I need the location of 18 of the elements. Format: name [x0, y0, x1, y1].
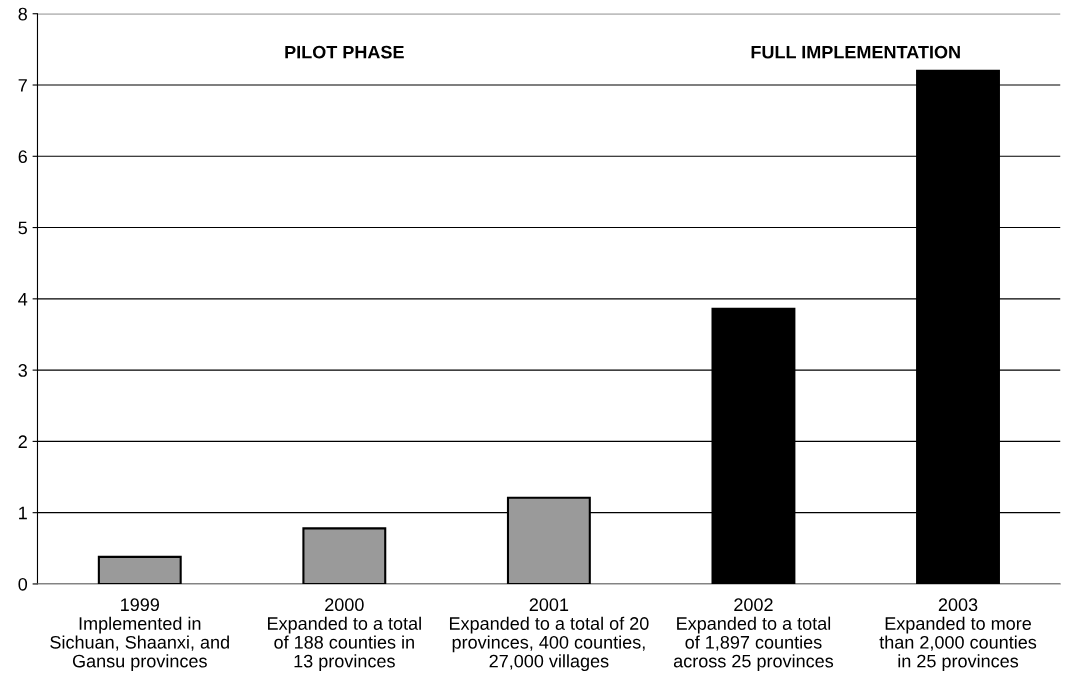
- y-tick-label: 8: [18, 7, 27, 21]
- x-tick-label: 1999 Implemented in Sichuan, Shaanxi, and Gansu provinces: [50, 598, 229, 672]
- bar: [97, 555, 182, 584]
- annotation: PILOT PHASE: [285, 45, 404, 59]
- y-tick-label: 1: [19, 506, 27, 520]
- y-tick-label: 0: [18, 577, 28, 591]
- y-tick-label: 2: [18, 435, 27, 448]
- y-tick-label: 5: [18, 221, 28, 235]
- bar: [302, 527, 387, 584]
- x-tick-label: 2000 Expanded to a total of 188 counties in 13 provinces: [268, 598, 421, 672]
- x-tick-label: 2003 Expanded to more than 2,000 counties in 25 provinces: [879, 598, 1037, 672]
- y-tick-label: 3: [18, 364, 27, 377]
- annotation: FULL IMPLEMENTATION: [751, 45, 960, 59]
- y-tick-label: 6: [18, 150, 27, 164]
- y-tick-label: 4: [18, 292, 28, 306]
- x-tick-label: 2002 Expanded to a total of 1,897 counties across 25 provinces: [673, 598, 834, 672]
- x-tick-label: 2001 Expanded to a total of 20 provinces, 400 counties, 27,000 villages: [449, 598, 649, 672]
- y-tick-label: 7: [18, 79, 27, 92]
